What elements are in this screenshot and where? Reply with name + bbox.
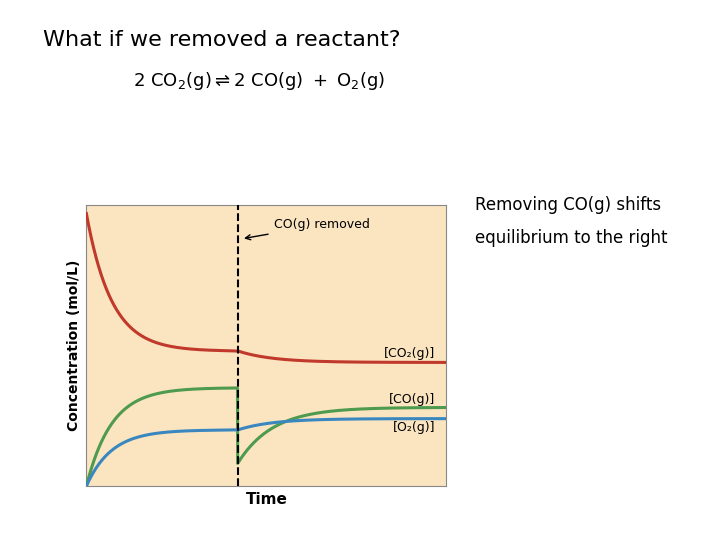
Text: [CO(g)]: [CO(g)] [390,393,436,406]
Text: [CO₂(g)]: [CO₂(g)] [384,348,436,361]
Text: $\mathregular{2\ CO_2(g) \rightleftharpoons 2\ CO(g)\ +\ O_2(g)}$: $\mathregular{2\ CO_2(g) \rightleftharpo… [133,70,385,92]
Text: What if we removed a reactant?: What if we removed a reactant? [43,30,401,50]
Text: [O₂(g)]: [O₂(g)] [393,421,436,434]
Text: Removing CO(g) shifts: Removing CO(g) shifts [475,196,662,214]
Text: equilibrium to the right: equilibrium to the right [475,228,667,247]
Y-axis label: Concentration (mol/L): Concentration (mol/L) [67,260,81,431]
X-axis label: Time: Time [246,491,287,507]
Text: CO(g) removed: CO(g) removed [246,218,369,240]
